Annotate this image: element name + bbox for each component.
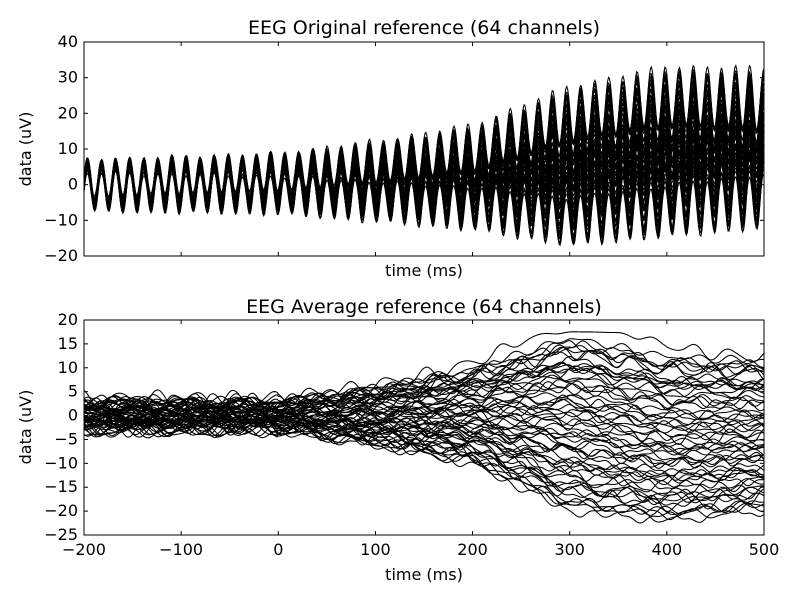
y-tick-label: 15	[58, 334, 78, 353]
top-chart-title: EEG Original reference (64 channels)	[248, 17, 600, 39]
bottom-chart-x-axis-label: time (ms)	[385, 565, 463, 584]
bottom-chart-traces	[83, 331, 765, 524]
y-tick-label: −20	[44, 246, 78, 265]
x-tick-label: 100	[360, 540, 391, 559]
bottom-chart-channel-trace	[83, 381, 765, 420]
y-tick-label: 0	[68, 406, 78, 425]
y-tick-label: 0	[68, 175, 78, 194]
y-tick-label: −15	[44, 477, 78, 496]
bottom-chart-channel-trace	[83, 340, 765, 414]
y-tick-label: 20	[58, 103, 78, 122]
x-tick-label: 0	[273, 540, 283, 559]
bottom-chart-channel-trace	[83, 344, 765, 412]
top-chart-channel-trace	[83, 64, 765, 202]
bottom-chart-y-axis-label: data (uV)	[16, 390, 35, 465]
y-tick-label: −10	[44, 210, 78, 229]
bottom-chart-plot-frame	[83, 319, 765, 536]
bottom-chart-channel-trace	[83, 394, 765, 421]
bottom-chart-channel-trace	[83, 410, 765, 442]
bottom-chart-channel-trace	[83, 338, 765, 407]
x-tick-label: 300	[554, 540, 585, 559]
x-tick-label: −100	[159, 540, 203, 559]
bottom-chart-channel-trace	[83, 379, 765, 418]
x-tick-label: −200	[62, 540, 106, 559]
top-chart-plot-frame	[83, 41, 765, 257]
y-tick-label: 5	[68, 382, 78, 401]
top-chart-y-axis-label: data (uV)	[16, 112, 35, 187]
y-tick-label: 30	[58, 68, 78, 87]
y-tick-label: −25	[44, 525, 78, 544]
x-tick-label: 200	[457, 540, 488, 559]
bottom-chart-channel-trace	[83, 331, 765, 409]
bottom-chart-title: EEG Average reference (64 channels)	[246, 296, 602, 318]
top-chart-panel: EEG Original reference (64 channels) tim…	[16, 17, 765, 280]
bottom-chart-channel-trace	[83, 417, 765, 512]
y-tick-label: 10	[58, 358, 78, 377]
y-tick-label: 10	[58, 139, 78, 158]
top-chart-x-axis-label: time (ms)	[385, 261, 463, 280]
bottom-chart-channel-trace	[83, 415, 765, 450]
x-tick-label: 400	[652, 540, 683, 559]
bottom-chart-channel-trace	[83, 346, 765, 414]
bottom-chart-channel-trace	[83, 404, 765, 433]
top-chart-traces	[83, 64, 765, 247]
bottom-chart-panel: EEG Average reference (64 channels) time…	[16, 296, 779, 584]
bottom-chart-channel-trace	[83, 349, 765, 412]
bottom-chart-channel-trace	[83, 420, 765, 503]
bottom-chart-channel-trace	[83, 408, 765, 445]
y-tick-label: −20	[44, 501, 78, 520]
y-tick-label: −5	[54, 429, 78, 448]
y-tick-label: 40	[58, 32, 78, 51]
bottom-chart-channel-trace	[83, 412, 765, 469]
x-tick-label: 500	[749, 540, 780, 559]
y-tick-label: 20	[58, 310, 78, 329]
y-tick-label: −10	[44, 453, 78, 472]
